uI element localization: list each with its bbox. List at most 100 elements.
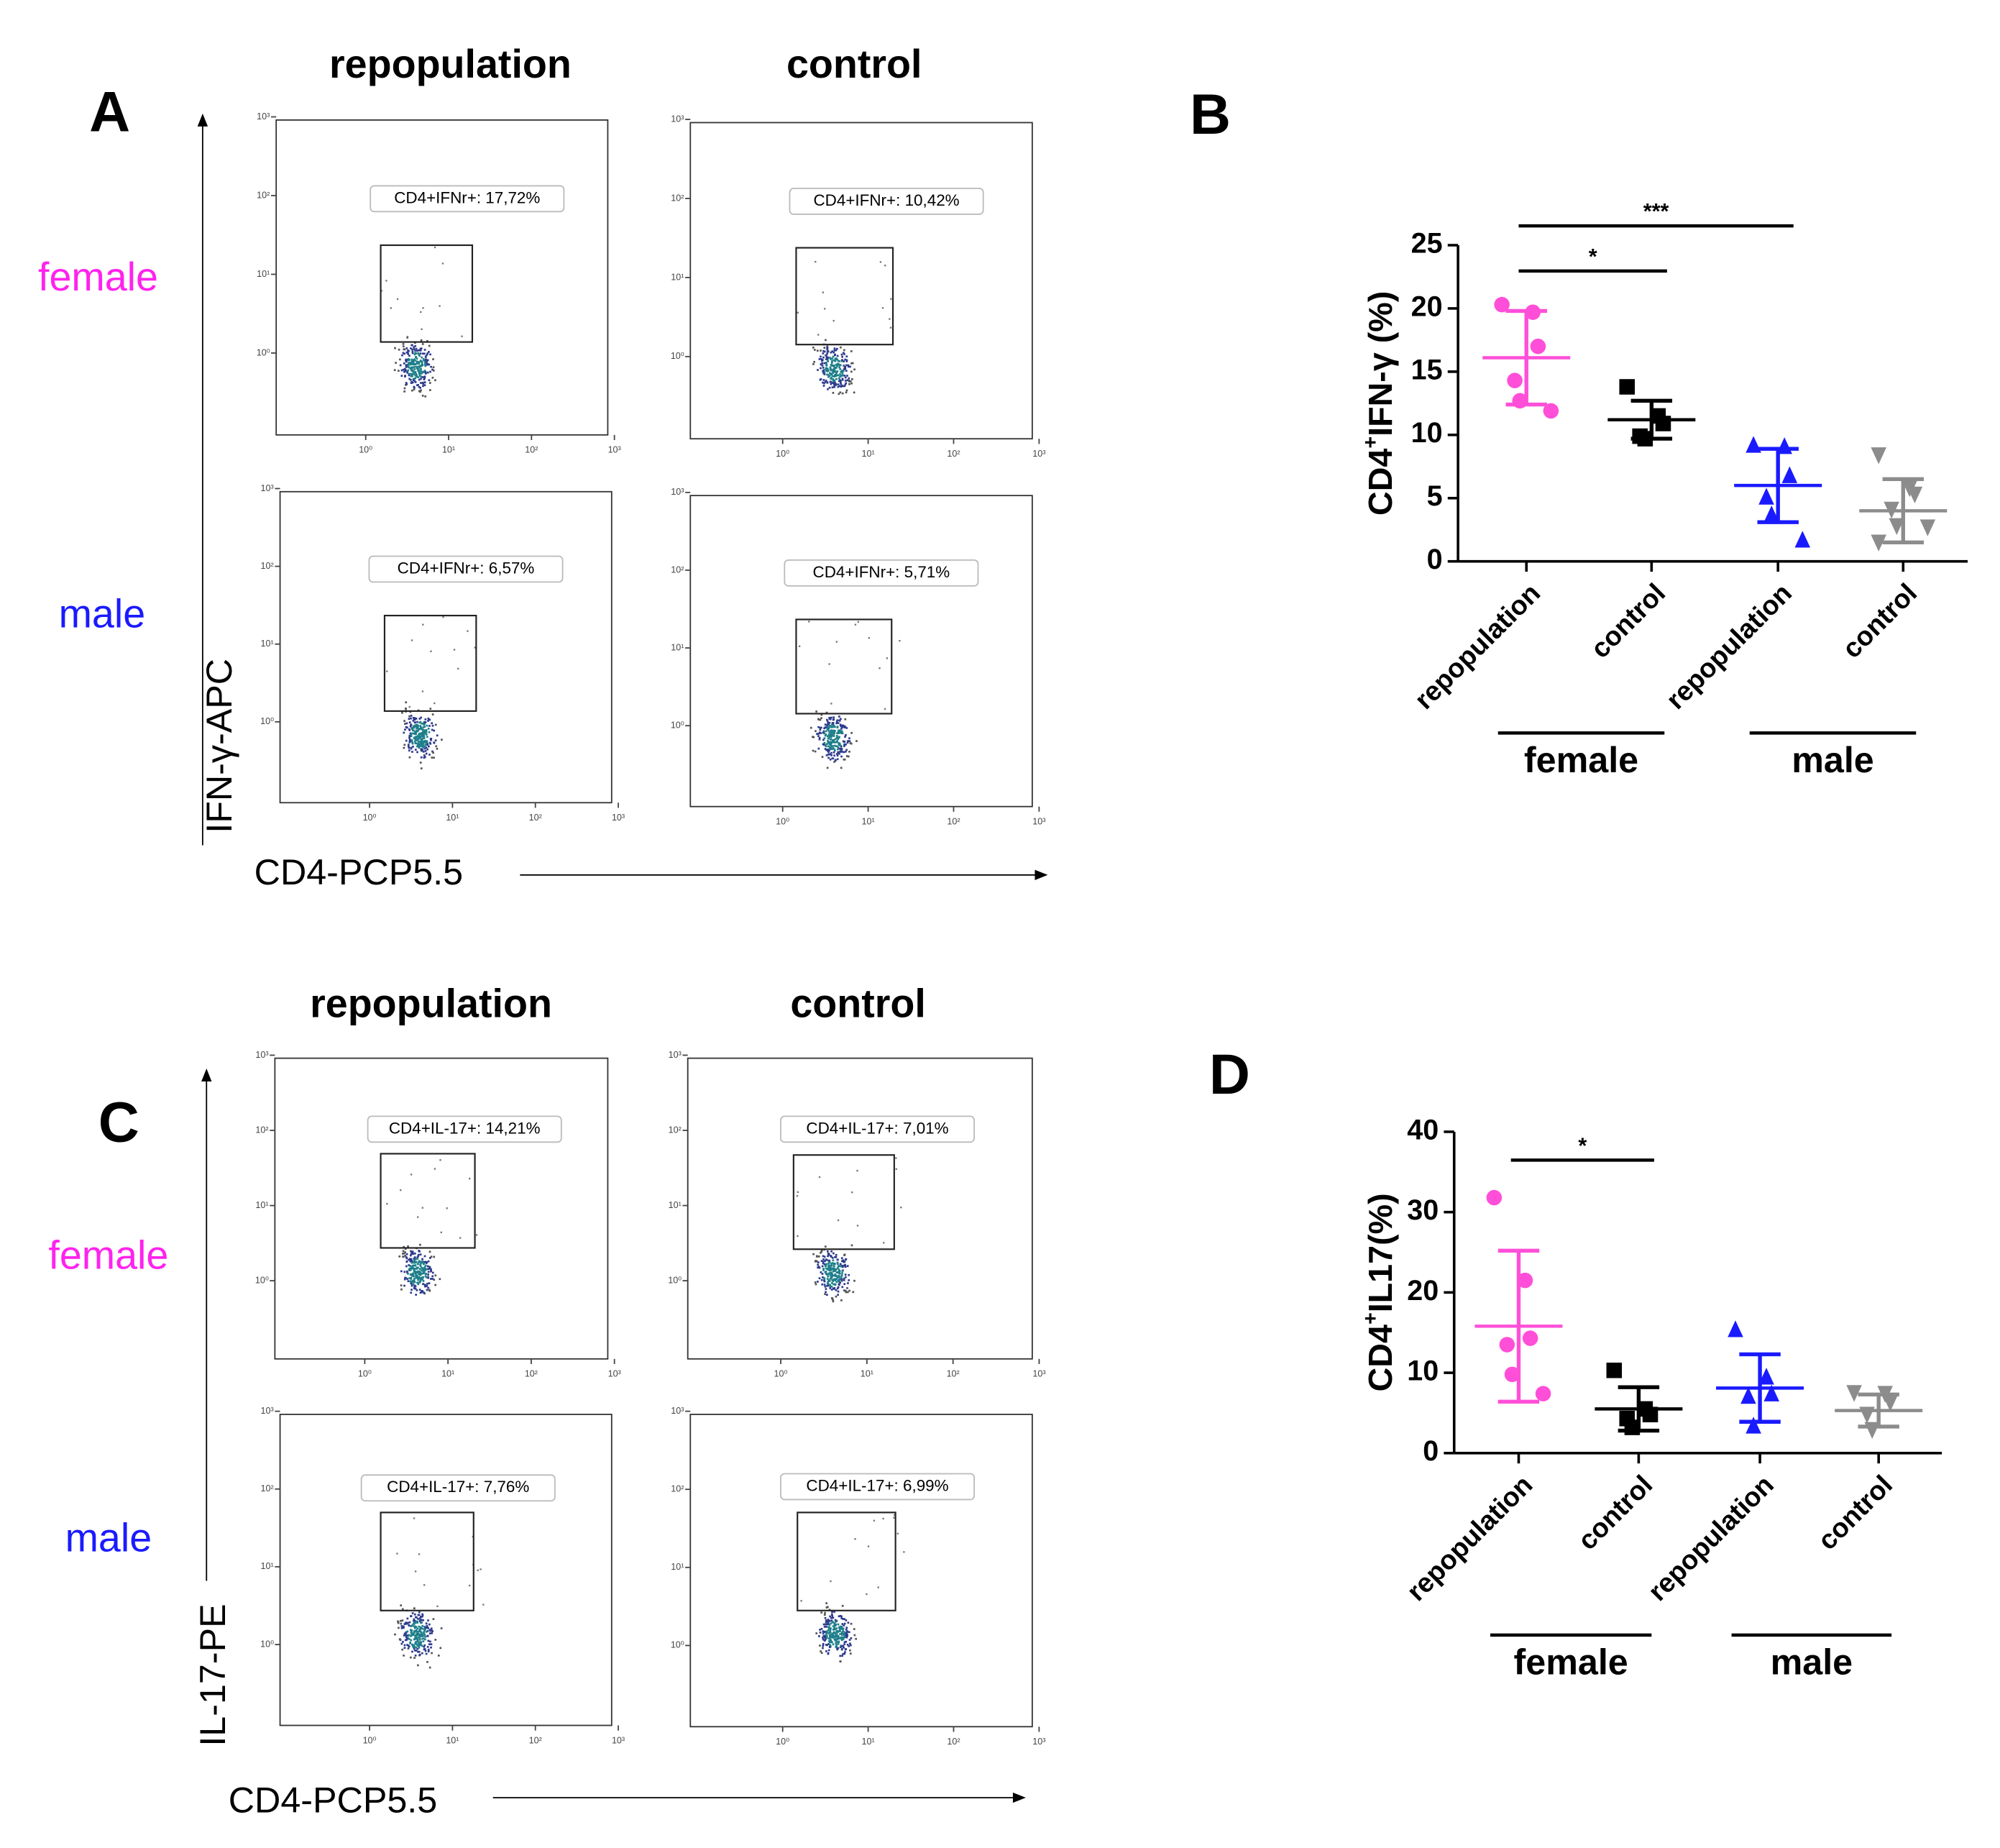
event-dot — [418, 728, 420, 731]
event-dot — [416, 1627, 418, 1630]
event-dot — [409, 1265, 412, 1267]
gate-label-box — [780, 1473, 976, 1501]
event-dot — [412, 366, 415, 369]
event-dot — [418, 1289, 421, 1291]
event-dot — [826, 347, 829, 349]
event-dot — [824, 726, 827, 729]
event-dot — [837, 385, 840, 388]
data-point — [1543, 403, 1559, 419]
event-dot — [425, 1262, 428, 1264]
event-dot — [416, 726, 419, 728]
event-dot — [413, 1261, 416, 1263]
event-dot — [403, 362, 405, 365]
event-dot — [416, 349, 418, 352]
event-dot — [404, 370, 407, 372]
event-dot — [839, 750, 841, 753]
event-dot — [421, 1260, 423, 1263]
event-dot — [883, 1242, 885, 1244]
event-dot — [826, 348, 829, 351]
data-point — [1522, 1330, 1538, 1346]
event-dot — [829, 753, 831, 756]
event-dot — [413, 358, 416, 360]
event-dot — [410, 1250, 412, 1253]
event-dot — [821, 1273, 824, 1275]
event-dot — [820, 717, 822, 720]
event-dot — [426, 1627, 428, 1629]
event-dot — [428, 754, 431, 756]
event-dot — [414, 1642, 417, 1645]
event-dot — [417, 1277, 420, 1280]
error-bar — [1882, 477, 1924, 545]
event-dot — [401, 1608, 404, 1611]
event-dot — [842, 1630, 844, 1632]
event-dot — [833, 1624, 836, 1627]
event-dot — [843, 1618, 846, 1621]
event-dot — [832, 716, 835, 718]
event-dot — [834, 1628, 837, 1631]
event-dot — [412, 359, 415, 362]
event-dot — [830, 1641, 833, 1644]
event-dot — [840, 370, 843, 373]
event-dot — [841, 1637, 843, 1639]
flow-y-tick-label: 10³ — [261, 483, 274, 493]
event-dot — [844, 1289, 847, 1292]
event-dot — [841, 1272, 843, 1274]
event-dot — [833, 381, 836, 384]
event-dot — [430, 365, 432, 368]
event-dot — [414, 374, 417, 377]
event-dot — [414, 1264, 416, 1267]
gate-label-box — [789, 188, 984, 215]
flow-y-tick-label: 10⁰ — [255, 1275, 269, 1285]
event-dot — [836, 354, 839, 357]
event-dot — [399, 358, 401, 361]
event-dot — [420, 372, 423, 375]
event-dot — [833, 347, 836, 349]
event-dot — [836, 736, 838, 738]
event-dot — [835, 734, 838, 737]
event-dot — [404, 375, 406, 378]
event-dot — [848, 1631, 850, 1634]
event-dot — [411, 1612, 414, 1614]
event-dot — [839, 723, 842, 726]
event-dot — [825, 1263, 827, 1266]
y-axis-label: IL-17-PE — [193, 1604, 233, 1746]
event-dot — [797, 1191, 799, 1193]
y-tick-label: 20 — [1411, 291, 1443, 322]
event-dot — [419, 1265, 422, 1268]
event-dot — [830, 1614, 833, 1616]
event-dot — [837, 738, 840, 741]
event-dot — [401, 1648, 404, 1651]
flow-x-tick-label: 10³ — [608, 1369, 621, 1379]
event-dot — [856, 1225, 859, 1227]
event-dot — [833, 761, 835, 763]
event-dot — [830, 1285, 833, 1288]
event-dot — [418, 736, 421, 738]
event-dot — [421, 1289, 423, 1292]
event-dot — [838, 1284, 840, 1286]
event-dot — [411, 350, 414, 353]
event-dot — [843, 1652, 846, 1655]
event-dot — [404, 1276, 406, 1279]
event-dot — [900, 1207, 902, 1209]
event-dot — [405, 358, 408, 361]
flow-y-tick-label: 10³ — [261, 1406, 274, 1416]
event-dot — [822, 1258, 825, 1261]
event-dot — [830, 1619, 833, 1622]
event-dot — [413, 348, 416, 350]
event-dot — [431, 376, 434, 379]
event-dot — [848, 1273, 850, 1276]
event-dot — [840, 1279, 843, 1282]
event-dot — [405, 360, 408, 363]
event-dot — [409, 1259, 412, 1261]
event-dot — [386, 1202, 388, 1205]
event-dot — [825, 1626, 827, 1628]
event-dot — [835, 1281, 838, 1284]
flow-plot-frame — [689, 495, 1033, 808]
event-dot — [407, 352, 410, 355]
event-dot — [425, 731, 428, 733]
event-dot — [840, 1631, 843, 1634]
event-dot — [835, 372, 838, 375]
event-dot — [825, 1644, 827, 1646]
flow-x-tick-label: 10² — [525, 1369, 538, 1379]
event-dot — [415, 736, 418, 738]
